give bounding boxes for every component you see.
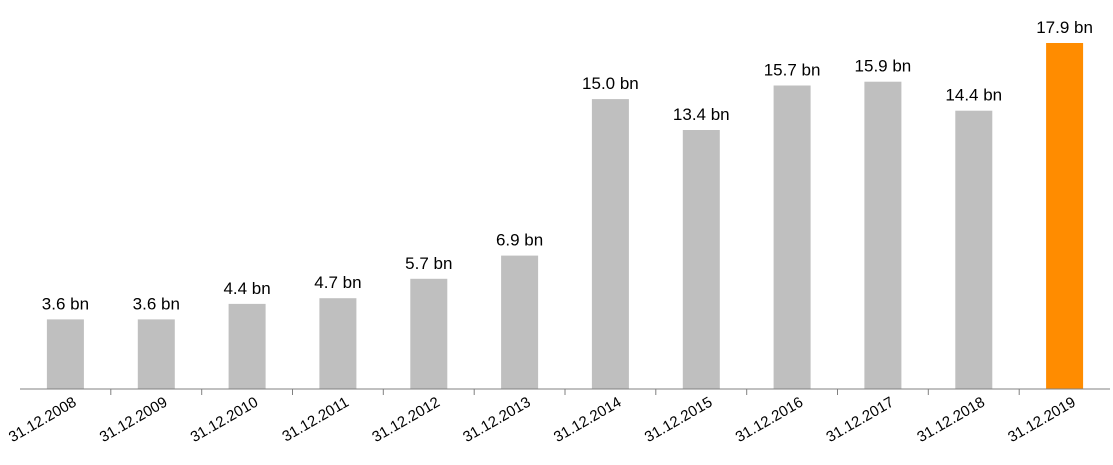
bars-group — [46, 43, 1084, 389]
bar-31.12.2018 — [955, 110, 993, 389]
tick-marks-group — [110, 389, 1020, 395]
x-tick-label-31.12.2018: 31.12.2018 — [914, 394, 988, 446]
bar-31.12.2011 — [319, 298, 357, 389]
data-label-31.12.2011: 4.7 bn — [314, 273, 361, 292]
data-label-31.12.2009: 3.6 bn — [133, 294, 180, 313]
data-label-31.12.2019: 17.9 bn — [1036, 18, 1093, 37]
bar-31.12.2014 — [591, 99, 629, 389]
x-tick-label-31.12.2017: 31.12.2017 — [823, 394, 897, 446]
bar-31.12.2015 — [682, 130, 720, 389]
bar-31.12.2009 — [137, 319, 175, 389]
data-label-31.12.2017: 15.9 bn — [855, 57, 912, 76]
bar-31.12.2019 — [1046, 43, 1084, 389]
bar-31.12.2008 — [46, 319, 84, 389]
x-tick-label-31.12.2010: 31.12.2010 — [188, 394, 262, 446]
bar-31.12.2017 — [864, 81, 902, 389]
data-label-31.12.2014: 15.0 bn — [582, 74, 639, 93]
x-tick-labels-group: 31.12.2008 31.12.2009 31.12.2010 31.12.2011… — [6, 394, 1079, 446]
data-label-31.12.2015: 13.4 bn — [673, 105, 730, 124]
data-label-31.12.2013: 6.9 bn — [496, 231, 543, 250]
data-label-31.12.2010: 4.4 bn — [223, 279, 270, 298]
data-label-31.12.2008: 3.6 bn — [42, 294, 89, 313]
data-label-31.12.2012: 5.7 bn — [405, 254, 452, 273]
bar-31.12.2013 — [501, 255, 539, 389]
x-tick-label-31.12.2008: 31.12.2008 — [6, 394, 80, 446]
bar-31.12.2010 — [228, 303, 266, 389]
x-tick-label-31.12.2012: 31.12.2012 — [369, 394, 443, 446]
bar-31.12.2016 — [773, 85, 811, 389]
x-tick-label-31.12.2013: 31.12.2013 — [460, 394, 534, 446]
x-tick-label-31.12.2014: 31.12.2014 — [551, 394, 625, 446]
x-tick-label-31.12.2016: 31.12.2016 — [733, 394, 807, 446]
x-tick-label-31.12.2015: 31.12.2015 — [642, 394, 716, 446]
data-labels-group: 3.6 bn 3.6 bn 4.4 bn 4.7 bn 5.7 bn 6.9 bn 15.0… — [42, 18, 1093, 313]
data-label-31.12.2016: 15.7 bn — [764, 61, 821, 80]
bar-31.12.2012 — [410, 278, 448, 389]
x-tick-label-31.12.2019: 31.12.2019 — [1005, 394, 1079, 446]
x-tick-label-31.12.2011: 31.12.2011 — [279, 394, 352, 446]
data-label-31.12.2018: 14.4 bn — [945, 86, 1002, 105]
x-tick-label-31.12.2009: 31.12.2009 — [97, 394, 171, 446]
